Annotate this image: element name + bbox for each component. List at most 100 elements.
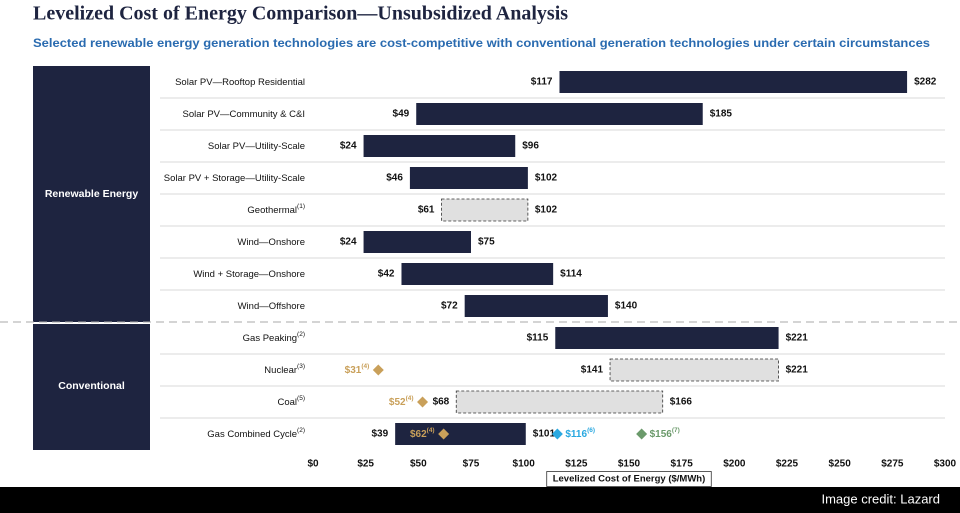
high-label: $102 bbox=[535, 173, 558, 184]
footnote: (7) bbox=[672, 427, 680, 434]
category-label-text: Nuclear bbox=[264, 365, 297, 376]
group-label: Renewable Energy bbox=[45, 188, 139, 200]
footnote: (6) bbox=[587, 427, 595, 434]
footnote: (2) bbox=[297, 331, 305, 338]
category-label-text: Solar PV—Utility-Scale bbox=[208, 141, 305, 152]
low-label: $61 bbox=[418, 205, 435, 216]
category-label: Coal(5) bbox=[278, 395, 306, 407]
footer-bar bbox=[0, 487, 960, 513]
low-label: $24 bbox=[340, 141, 357, 152]
marker-diamond bbox=[551, 428, 563, 440]
category-label-text: Gas Peaking bbox=[243, 333, 297, 344]
chart-title: Levelized Cost of Energy Comparison—Unsu… bbox=[33, 3, 568, 25]
bar bbox=[464, 295, 608, 317]
footnote: (4) bbox=[361, 363, 369, 370]
image-credit: Image credit: Lazard bbox=[821, 491, 940, 506]
category-label: Wind—Onshore bbox=[237, 237, 305, 248]
low-label: $68 bbox=[433, 397, 450, 408]
marker-diamond bbox=[636, 428, 648, 440]
category-label: Geothermal(1) bbox=[247, 203, 305, 215]
marker-diamond bbox=[372, 364, 384, 376]
low-label: $72 bbox=[441, 301, 458, 312]
category-label-text: Solar PV + Storage—Utility-Scale bbox=[164, 173, 305, 184]
x-tick-label: $300 bbox=[934, 459, 957, 470]
category-label-text: Solar PV—Rooftop Residential bbox=[175, 77, 305, 88]
low-label: $46 bbox=[386, 173, 403, 184]
category-label-text: Wind + Storage—Onshore bbox=[193, 269, 305, 280]
low-label: $24 bbox=[340, 237, 357, 248]
low-label: $141 bbox=[581, 365, 604, 376]
marker-label-text: $116 bbox=[565, 429, 587, 440]
high-label: $96 bbox=[522, 141, 539, 152]
x-tick-label: $0 bbox=[307, 459, 319, 470]
low-label: $39 bbox=[371, 429, 388, 440]
category-label: Gas Combined Cycle(2) bbox=[207, 427, 305, 439]
bar bbox=[363, 231, 471, 253]
category-label-text: Gas Combined Cycle bbox=[207, 429, 297, 440]
bar bbox=[555, 327, 779, 349]
bar bbox=[441, 198, 529, 222]
footnote: (2) bbox=[297, 427, 305, 434]
x-tick-label: $225 bbox=[776, 459, 799, 470]
group-box bbox=[33, 324, 150, 450]
x-tick-label: $275 bbox=[881, 459, 904, 470]
bar bbox=[363, 135, 516, 157]
x-tick-label: $250 bbox=[829, 459, 852, 470]
category-label: Wind + Storage—Onshore bbox=[193, 269, 305, 280]
x-tick-label: $125 bbox=[565, 459, 588, 470]
footnote: (4) bbox=[406, 395, 414, 402]
marker-label-text: $62 bbox=[410, 429, 427, 440]
bar bbox=[401, 263, 554, 285]
group-box bbox=[33, 66, 150, 322]
footnote: (3) bbox=[297, 363, 305, 370]
bar bbox=[416, 103, 703, 125]
high-label: $166 bbox=[670, 397, 693, 408]
high-label: $282 bbox=[914, 77, 937, 88]
category-label: Solar PV—Community & C&I bbox=[183, 109, 305, 120]
category-label-text: Geothermal bbox=[247, 205, 297, 216]
category-label-text: Wind—Onshore bbox=[237, 237, 305, 248]
category-label: Solar PV—Rooftop Residential bbox=[175, 77, 305, 88]
x-tick-label: $175 bbox=[671, 459, 694, 470]
footnote: (4) bbox=[427, 427, 435, 434]
x-axis-label: Levelized Cost of Energy ($/MWh) bbox=[553, 474, 706, 485]
chart-subtitle: Selected renewable energy generation tec… bbox=[33, 36, 930, 50]
marker-label-text: $156 bbox=[650, 429, 673, 440]
high-label: $140 bbox=[615, 301, 638, 312]
bar bbox=[455, 390, 664, 414]
low-label: $42 bbox=[378, 269, 395, 280]
marker-label: $52(4) bbox=[389, 395, 414, 407]
x-tick-label: $150 bbox=[618, 459, 641, 470]
high-label: $101 bbox=[533, 429, 556, 440]
low-label: $115 bbox=[527, 333, 549, 344]
bar bbox=[395, 423, 526, 445]
category-label-text: Coal bbox=[278, 397, 298, 408]
high-label: $75 bbox=[478, 237, 495, 248]
high-label: $185 bbox=[710, 109, 733, 120]
category-label: Solar PV + Storage—Utility-Scale bbox=[164, 173, 305, 184]
category-label: Solar PV—Utility-Scale bbox=[208, 141, 305, 152]
category-label: Nuclear(3) bbox=[264, 363, 305, 375]
bar bbox=[609, 358, 779, 382]
marker-label: $31(4) bbox=[345, 363, 370, 375]
footnote: (1) bbox=[297, 203, 305, 210]
x-tick-label: $100 bbox=[513, 459, 536, 470]
high-label: $221 bbox=[786, 365, 809, 376]
marker-diamond bbox=[438, 428, 450, 440]
category-label: Wind—Offshore bbox=[238, 301, 305, 312]
low-label: $117 bbox=[531, 77, 553, 88]
category-label-text: Solar PV—Community & C&I bbox=[183, 109, 305, 120]
bar bbox=[559, 71, 908, 93]
marker-label: $116(6) bbox=[565, 427, 595, 439]
category-label: Gas Peaking(2) bbox=[243, 331, 305, 343]
bar bbox=[409, 167, 528, 189]
x-tick-label: $200 bbox=[723, 459, 746, 470]
x-tick-label: $50 bbox=[410, 459, 427, 470]
marker-label-text: $31 bbox=[345, 365, 362, 376]
group-label: Conventional bbox=[58, 380, 125, 392]
x-axis-label-box bbox=[546, 471, 712, 487]
low-label: $49 bbox=[393, 109, 410, 120]
high-label: $221 bbox=[786, 333, 809, 344]
marker-label: $62(4) bbox=[410, 427, 435, 439]
